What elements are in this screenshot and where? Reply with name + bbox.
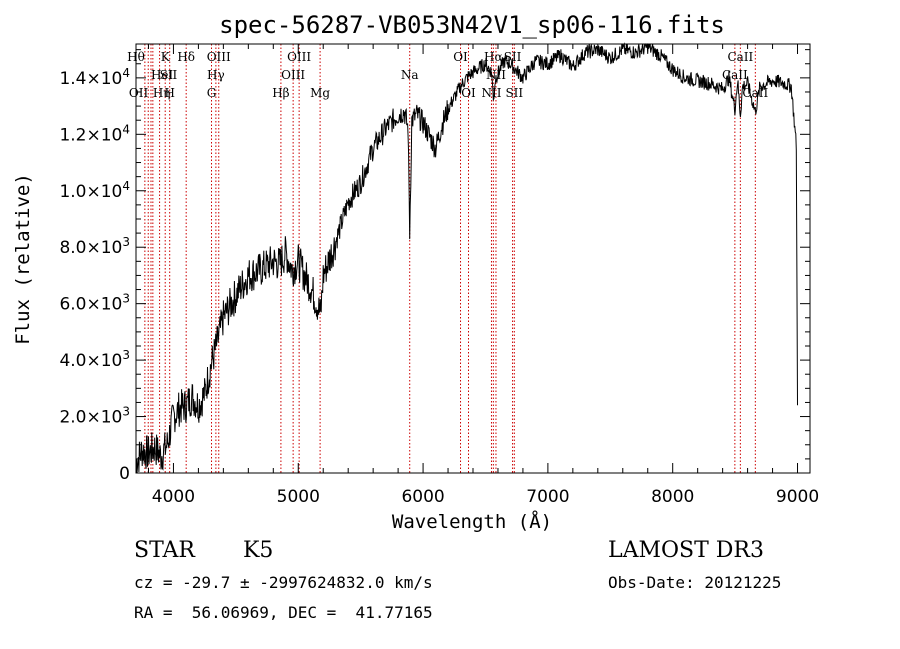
coordinates-line: RA = 56.06969, DEC = 41.77165	[134, 603, 433, 622]
y-tick-label: 2.0×103	[59, 405, 130, 428]
y-tick-label: 1.2×104	[59, 122, 130, 145]
emission-line-label: OIII	[281, 68, 305, 82]
x-tick-label: 5000	[277, 487, 320, 507]
object-subclass: K5	[243, 538, 274, 563]
emission-line-label: Hγ	[207, 68, 225, 82]
x-tick-label: 8000	[651, 487, 694, 507]
emission-line-label: CaII	[727, 50, 753, 64]
y-tick-label: 1.0×104	[59, 179, 130, 202]
spectrum-line	[135, 42, 798, 474]
x-axis-ticks: 4000 5000 6000 7000 8000 9000	[147, 44, 819, 507]
emission-line-label: OIII	[287, 50, 311, 64]
y-tick-label: 1.4×104	[59, 66, 130, 89]
y-axis-label: Flux (relative)	[12, 173, 34, 345]
plot-frame	[135, 43, 811, 474]
y-tick-label: 6.0×103	[59, 292, 130, 315]
chart-title: spec-56287-VB053N42V1_sp06-116.fits	[219, 11, 725, 39]
x-tick-label: 6000	[401, 487, 444, 507]
y-tick-label: 4.0×103	[59, 348, 130, 371]
emission-line-label: Hβ	[272, 86, 289, 100]
emission-line-label: SII	[505, 86, 523, 100]
emission-line-label: OI	[453, 50, 468, 64]
obs-date: Obs-Date: 20121225	[608, 573, 782, 592]
emission-line-label: Mg	[310, 86, 330, 100]
emission-line-label: H	[164, 86, 174, 100]
emission-line-label: Hη	[153, 86, 171, 100]
emission-line-label: SII	[504, 50, 522, 64]
x-tick-label: 9000	[776, 487, 819, 507]
emission-line-label: Na	[401, 68, 419, 82]
emission-line-label: SII	[160, 68, 178, 82]
emission-line-label: OIII	[207, 50, 231, 64]
y-axis-ticks: 0 2.0×103 4.0×103 6.0×103 8.0×103 1.0×104 1.2×…	[59, 49, 810, 484]
emission-line-labels: HθOIIHeIHηSIIKHHδGHγOIIIHβOIIIOIIIMgNaOI…	[127, 50, 768, 100]
object-class: STAR	[134, 538, 195, 563]
x-tick-label: 7000	[526, 487, 569, 507]
x-axis-label: Wavelength (Å)	[392, 510, 552, 533]
emission-line-label: Hδ	[177, 50, 195, 64]
emission-line-label: OI	[461, 86, 476, 100]
emission-line-label: G	[207, 86, 217, 100]
emission-line-markers	[144, 44, 756, 473]
emission-line-label: Hα	[484, 50, 503, 64]
emission-line-label: HeI	[151, 68, 174, 82]
emission-line-label: K	[161, 50, 171, 64]
survey-label: LAMOST DR3	[608, 538, 764, 563]
redshift-line: cz = -29.7 ± -2997624832.0 km/s	[134, 573, 433, 592]
x-tick-label: 4000	[152, 487, 195, 507]
emission-line-label: NII	[481, 86, 501, 100]
y-tick-label: 0	[119, 464, 130, 484]
emission-line-label: OII	[129, 86, 149, 100]
y-tick-label: 8.0×103	[59, 235, 130, 258]
